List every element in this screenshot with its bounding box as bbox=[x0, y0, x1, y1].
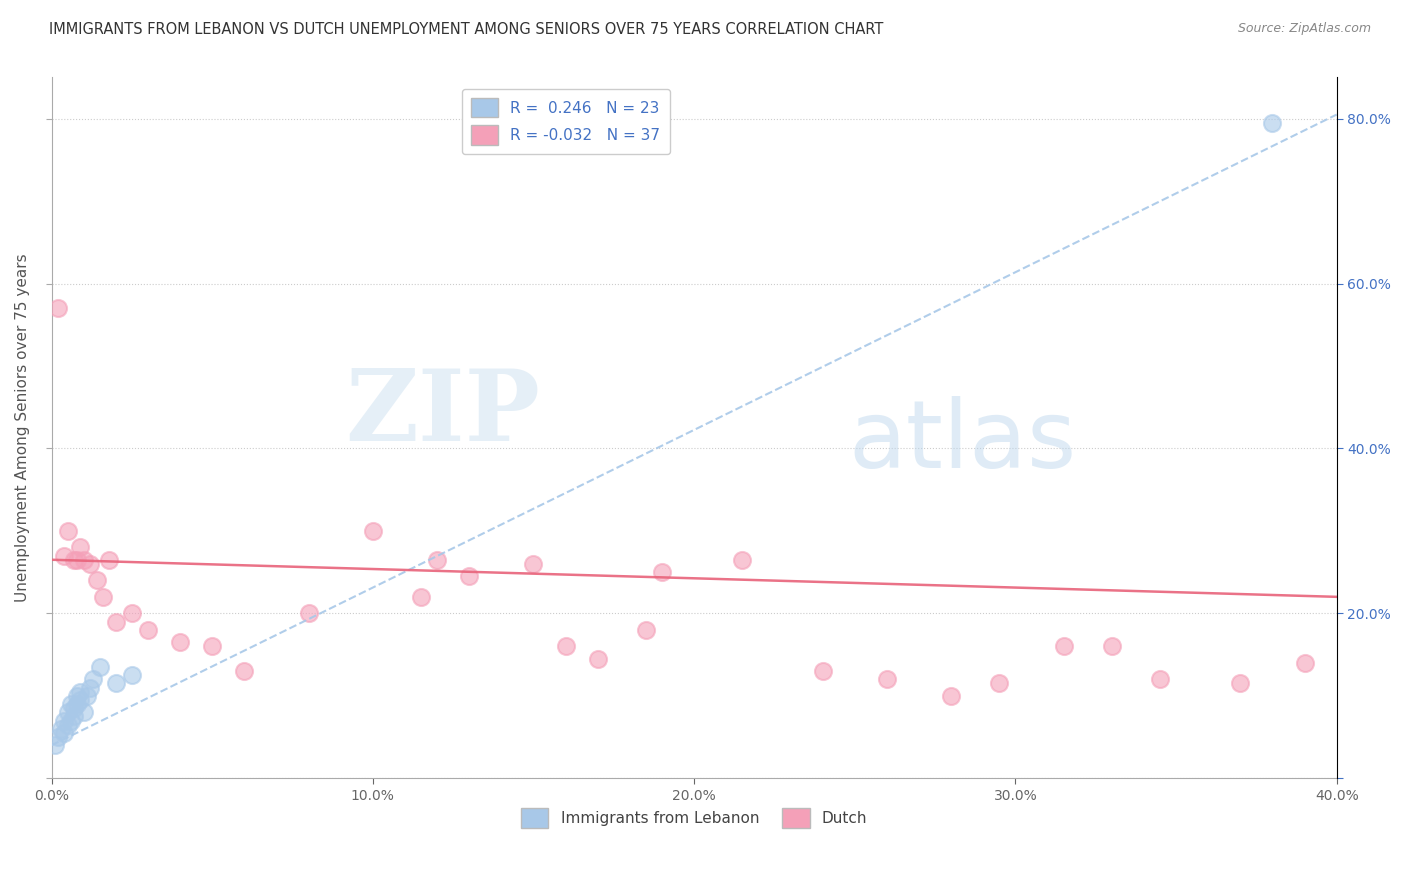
Point bbox=[63, 553, 86, 567]
Point bbox=[86, 574, 108, 588]
Point bbox=[1229, 676, 1251, 690]
Point bbox=[73, 706, 96, 720]
Point bbox=[361, 524, 384, 538]
Point bbox=[1261, 116, 1284, 130]
Point bbox=[458, 569, 481, 583]
Point bbox=[634, 623, 657, 637]
Point bbox=[51, 722, 73, 736]
Point bbox=[876, 673, 898, 687]
Point bbox=[66, 553, 89, 567]
Point bbox=[1149, 673, 1171, 687]
Point bbox=[811, 664, 834, 678]
Point bbox=[56, 706, 79, 720]
Y-axis label: Unemployment Among Seniors over 75 years: Unemployment Among Seniors over 75 years bbox=[15, 253, 30, 602]
Text: ZIP: ZIP bbox=[344, 366, 540, 462]
Point bbox=[59, 697, 82, 711]
Point bbox=[79, 681, 101, 695]
Point bbox=[76, 689, 98, 703]
Point bbox=[121, 607, 143, 621]
Point bbox=[46, 730, 69, 744]
Legend: Immigrants from Lebanon, Dutch: Immigrants from Lebanon, Dutch bbox=[515, 802, 873, 834]
Point bbox=[98, 553, 121, 567]
Point bbox=[939, 689, 962, 703]
Point bbox=[297, 607, 319, 621]
Point bbox=[201, 640, 224, 654]
Point bbox=[651, 565, 673, 579]
Point bbox=[69, 684, 91, 698]
Point bbox=[53, 714, 76, 728]
Point bbox=[554, 640, 576, 654]
Point bbox=[104, 676, 127, 690]
Text: Source: ZipAtlas.com: Source: ZipAtlas.com bbox=[1237, 22, 1371, 36]
Point bbox=[1101, 640, 1123, 654]
Text: IMMIGRANTS FROM LEBANON VS DUTCH UNEMPLOYMENT AMONG SENIORS OVER 75 YEARS CORREL: IMMIGRANTS FROM LEBANON VS DUTCH UNEMPLO… bbox=[49, 22, 883, 37]
Point bbox=[586, 651, 609, 665]
Point bbox=[82, 673, 104, 687]
Point bbox=[426, 553, 449, 567]
Point bbox=[56, 524, 79, 538]
Point bbox=[91, 590, 114, 604]
Point bbox=[73, 553, 96, 567]
Point bbox=[69, 693, 91, 707]
Point bbox=[988, 676, 1011, 690]
Point bbox=[53, 549, 76, 563]
Point bbox=[53, 726, 76, 740]
Point bbox=[233, 664, 256, 678]
Point bbox=[79, 557, 101, 571]
Point bbox=[66, 697, 89, 711]
Point bbox=[63, 701, 86, 715]
Point bbox=[56, 717, 79, 731]
Point bbox=[136, 623, 159, 637]
Point bbox=[44, 738, 66, 752]
Point bbox=[1052, 640, 1074, 654]
Point bbox=[69, 541, 91, 555]
Point bbox=[89, 660, 111, 674]
Point bbox=[66, 689, 89, 703]
Point bbox=[409, 590, 432, 604]
Point bbox=[121, 668, 143, 682]
Point bbox=[522, 557, 544, 571]
Point bbox=[1294, 656, 1316, 670]
Point bbox=[46, 301, 69, 316]
Point bbox=[731, 553, 754, 567]
Point bbox=[104, 615, 127, 629]
Point bbox=[169, 635, 191, 649]
Text: atlas: atlas bbox=[848, 396, 1077, 488]
Point bbox=[59, 714, 82, 728]
Point bbox=[63, 709, 86, 723]
